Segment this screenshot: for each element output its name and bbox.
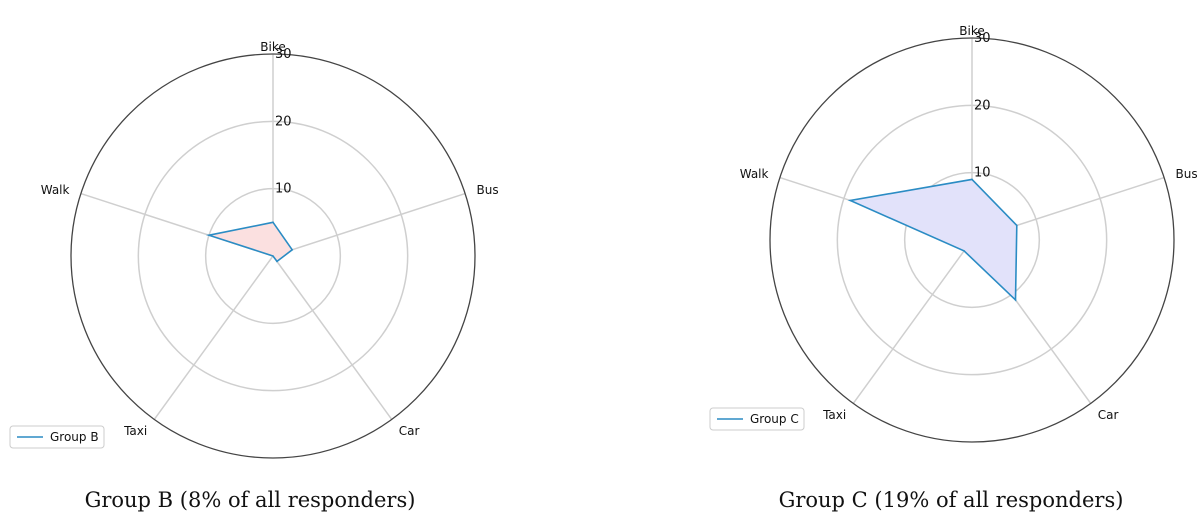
category-label-taxi: Taxi (123, 424, 147, 438)
legend-box (9, 425, 105, 449)
legend-label: Group C (750, 412, 799, 426)
radial-tick-label: 10 (974, 166, 991, 181)
radial-tick-label: 30 (275, 47, 292, 62)
category-label-bus: Bus (1176, 167, 1198, 181)
series-polygon (847, 178, 1018, 302)
category-label-bus: Bus (477, 183, 499, 197)
data-point-walk (849, 199, 852, 202)
data-point-bus (1016, 224, 1018, 227)
spoke-line (272, 192, 466, 257)
category-label-car: Car (1098, 408, 1119, 422)
data-point-taxi (963, 250, 965, 252)
spoke-line (852, 239, 973, 404)
spoke-line (272, 255, 393, 420)
spoke-line (153, 255, 274, 420)
data-point-bike (971, 178, 973, 181)
category-label-walk: Walk (41, 183, 70, 197)
data-point-bus (291, 249, 294, 251)
data-point-taxi (272, 255, 274, 257)
category-label-car: Car (399, 424, 420, 438)
data-point-bike (272, 221, 274, 224)
series-polygon (205, 221, 294, 263)
radial-tick-label: 30 (974, 31, 991, 46)
category-label-bike: Bike (959, 24, 984, 38)
radial-tick-label: 10 (275, 182, 292, 197)
category-label-taxi: Taxi (822, 408, 846, 422)
data-point-walk (208, 234, 210, 236)
radial-tick-label: 20 (275, 114, 292, 129)
outer-frame (769, 37, 1175, 443)
legend-label: Group B (50, 430, 99, 444)
data-point-car (276, 260, 278, 263)
category-label-bike: Bike (260, 40, 285, 54)
data-point-car (1014, 299, 1017, 301)
caption-group-c: Group C (19% of all responders) (778, 488, 1124, 512)
outer-frame (70, 53, 476, 459)
category-label-walk: Walk (740, 167, 769, 181)
radial-tick-label: 20 (974, 98, 991, 113)
legend-box (709, 407, 805, 431)
caption-group-b: Group B (8% of all responders) (84, 488, 416, 512)
